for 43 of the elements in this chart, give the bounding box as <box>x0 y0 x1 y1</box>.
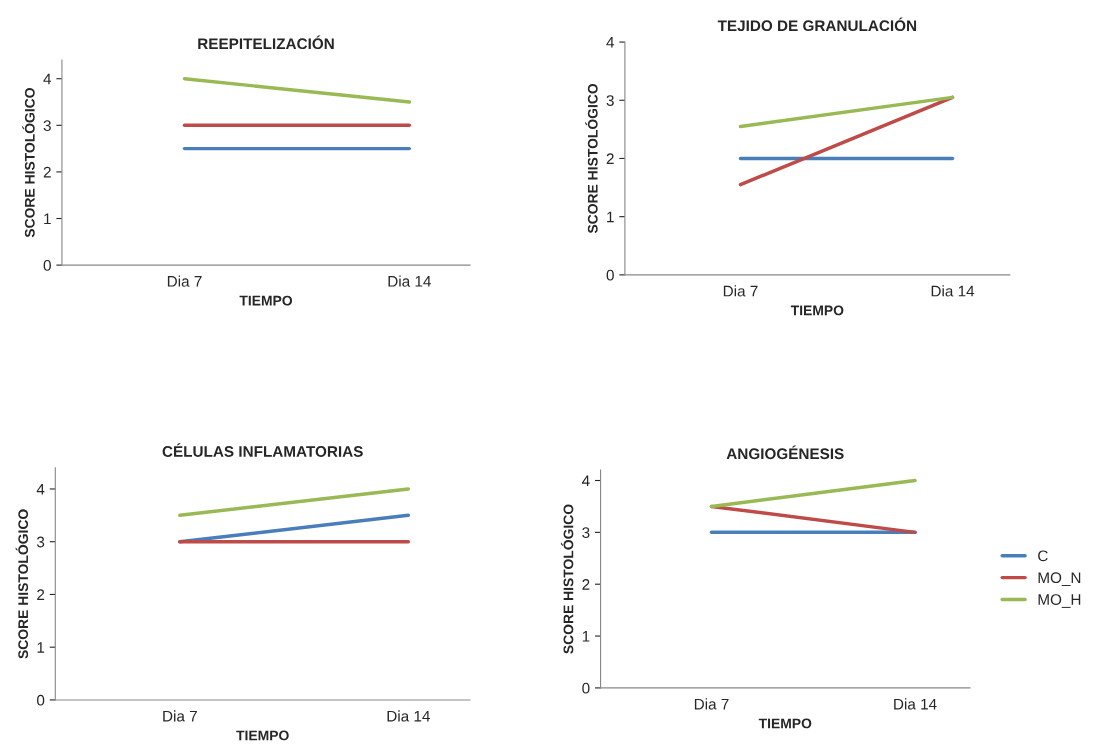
y-tick-label: 4 <box>606 37 615 48</box>
x-axis-title: TIEMPO <box>790 305 844 316</box>
y-tick-label: 2 <box>37 589 45 600</box>
chart-title: ANGIOGÉNESIS <box>726 445 844 460</box>
y-tick-label: 1 <box>44 213 51 225</box>
y-tick-label: 0 <box>43 259 51 271</box>
y-tick-label: 2 <box>43 166 51 178</box>
x-tick-label: Dia 14 <box>388 275 431 287</box>
y-tick-label: 4 <box>582 475 590 487</box>
x-axis-title: TIEMPO <box>236 730 289 741</box>
chart-title: TEJIDO DE GRANULACIÓN <box>717 17 917 32</box>
legend-label: MO_H <box>1038 594 1081 608</box>
legend-label: MO_N <box>1038 572 1081 587</box>
x-tick-label: Dia 14 <box>387 710 430 722</box>
x-tick-label: Dia 14 <box>894 698 937 710</box>
x-tick-label: Dia 7 <box>163 710 197 722</box>
y-tick-label: 1 <box>607 211 614 223</box>
x-axis-title: TIEMPO <box>758 718 812 729</box>
x-tick-label: Dia 7 <box>694 698 729 710</box>
y-tick-label: 3 <box>36 536 45 548</box>
y-axis-title: SCORE HISTOLÓGICO <box>15 509 29 659</box>
x-axis-title: TIEMPO <box>239 295 293 306</box>
y-tick-label: 4 <box>43 73 52 85</box>
y-tick-label: 4 <box>36 483 45 495</box>
y-axis-title: SCORE HISTOLÓGICO <box>585 83 598 234</box>
y-tick-label: 3 <box>606 95 614 106</box>
y-axis-title: SCORE HISTOLÓGICO <box>22 88 35 238</box>
y-tick-label: 1 <box>582 631 590 642</box>
x-tick-label: Dia 7 <box>723 285 758 297</box>
y-tick-label: 2 <box>606 153 614 164</box>
y-tick-label: 2 <box>582 579 590 590</box>
x-tick-label: Dia 14 <box>931 285 975 297</box>
y-tick-label: 3 <box>43 120 51 131</box>
y-tick-label: 1 <box>37 642 45 653</box>
x-tick-label: Dia 7 <box>167 275 202 287</box>
y-tick-label: 0 <box>582 682 590 694</box>
y-axis-title: SCORE HISTOLÓGICO <box>560 504 574 654</box>
y-tick-label: 0 <box>606 269 614 281</box>
y-tick-label: 3 <box>582 527 590 539</box>
chart-title: CÉLULAS INFLAMATORIAS <box>162 443 363 457</box>
chart-title: REEPITELIZACIÓN <box>198 35 334 50</box>
legend-label: C <box>1038 550 1048 562</box>
y-tick-label: 0 <box>36 694 45 706</box>
